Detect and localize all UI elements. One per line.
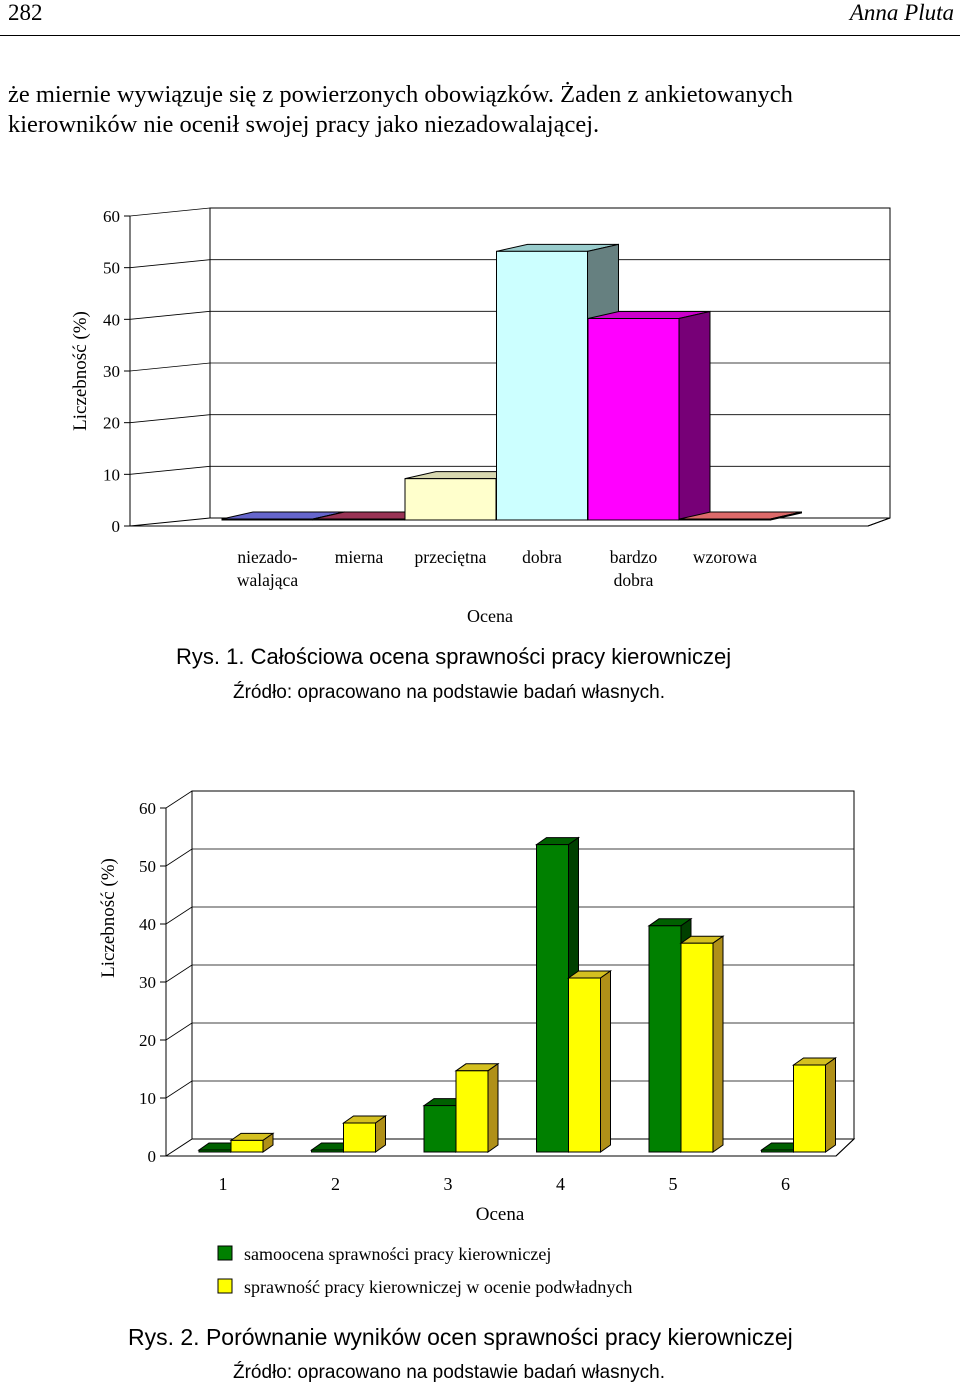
chart2-y-tick-label: 0 — [148, 1147, 157, 1166]
chart2-gridline-side — [165, 906, 193, 925]
chart1-y-tick-label: 20 — [103, 414, 120, 433]
chart2-gridline-side — [165, 848, 193, 867]
chart1-y-tick-label: 60 — [103, 207, 120, 226]
chart2-y-tick-label: 20 — [139, 1031, 156, 1050]
chart2-x-axis-label: Ocena — [476, 1204, 525, 1225]
header-rule — [0, 35, 960, 36]
chart1-x-tick-label: walająca — [237, 570, 298, 590]
chart1-gridline-side — [129, 465, 211, 475]
chart1-y-tick-label: 50 — [103, 259, 120, 278]
chart1-gridline-side — [129, 414, 211, 424]
chart1-bar-6 — [679, 518, 771, 521]
chart1-bar-3 — [404, 478, 497, 521]
chart2-y-axis-label: Liczebność (%) — [98, 858, 119, 978]
chart1-x-axis-label: Ocena — [467, 606, 513, 626]
chart2-gridline-side — [165, 790, 193, 809]
paragraph-line-2: kierowników nie ocenił swojej pracy jako… — [8, 111, 600, 138]
chart2-x-tick-label: 1 — [219, 1174, 228, 1194]
chart1-gridline-side — [129, 207, 211, 217]
chart2-bar-s2-4-side — [600, 970, 611, 1153]
chart2-bar-s1-5 — [648, 925, 682, 1153]
chart1-x-tick-label: przeciętna — [415, 547, 487, 567]
chart1-x-tick-label: bardzo — [610, 547, 658, 567]
chart2-bar-s2-3 — [455, 1070, 489, 1153]
chart2-y-tick-label: 50 — [139, 857, 156, 876]
paragraph-line-1: że miernie wywiązuje się z powierzonych … — [8, 81, 793, 108]
chart1-x-tick-label: mierna — [335, 547, 384, 567]
chart2-y-tick-label: 40 — [139, 915, 156, 934]
chart2-y-tick-label: 10 — [139, 1089, 156, 1108]
chart-comparison: 0 10 20 30 40 50 60 1 2 3 4 5 6 Ocena Liczebność (%) sa… — [98, 790, 856, 1297]
running-header-author: Anna Pluta — [849, 0, 954, 25]
chart1-gridline-side — [129, 259, 211, 269]
chart2-bar-s2-3-side — [487, 1062, 499, 1153]
chart2-bar-s2-5 — [680, 942, 714, 1153]
figure-1-caption: Rys. 1. Całościowa ocena sprawności prac… — [176, 644, 732, 669]
chart1-floor-edge — [867, 517, 891, 527]
chart1-x-tick-label: dobra — [614, 570, 654, 590]
figure-2-source: Źródło: opracowano na podstawie badań wł… — [233, 1362, 665, 1383]
chart1-bar-4 — [496, 250, 588, 521]
chart-overall-assessment: 0 10 20 30 40 50 60 niezado-walająca mierna przec… — [70, 207, 891, 626]
chart1-y-tick-label: 10 — [103, 465, 120, 484]
chart1-gridline-side — [129, 310, 211, 320]
chart2-legend-swatch-1 — [217, 1245, 233, 1261]
figure-1-source: Źródło: opracowano na podstawie badań wł… — [233, 682, 665, 703]
page-number: 282 — [8, 0, 43, 25]
chart2-bar-s2-2-side — [375, 1115, 386, 1153]
chart1-bar-5 — [587, 318, 680, 521]
chart2-y-tick-label: 30 — [139, 973, 156, 992]
chart2-gridline-side — [165, 964, 193, 983]
chart1-x-tick-label: wzorowa — [693, 547, 757, 567]
chart2-bar-s1-6 — [761, 1149, 794, 1153]
chart1-y-tick-label: 0 — [112, 517, 121, 536]
chart2-bar-s1-2 — [311, 1149, 344, 1153]
chart1-y-tick-label: 30 — [103, 362, 120, 381]
chart2-bar-s1-4 — [536, 844, 569, 1153]
figure-2-caption: Rys. 2. Porównanie wyników ocen sprawnoś… — [128, 1324, 793, 1350]
chart2-bar-s1-1 — [198, 1149, 232, 1153]
chart2-bar-s2-1 — [230, 1139, 264, 1153]
chart2-x-tick-label: 3 — [444, 1174, 453, 1194]
body-paragraph: że miernie wywiązuje się z powierzonych … — [8, 80, 958, 140]
chart2-bar-s2-6-side — [825, 1057, 836, 1153]
chart2-bar-s2-4 — [568, 977, 601, 1153]
chart1-gridline-side — [129, 362, 211, 372]
chart2-x-tick-label: 4 — [556, 1174, 565, 1194]
chart2-legend-label-2: sprawność pracy kierowniczej w ocenie po… — [244, 1277, 632, 1297]
chart2-floor-edge — [835, 1138, 855, 1157]
chart2-x-tick-label: 6 — [781, 1174, 790, 1194]
chart2-legend-label-1: samoocena sprawności pracy kierowniczej — [244, 1244, 551, 1264]
chart2-bar-s1-3 — [423, 1105, 457, 1153]
chart2-y-tick-label: 60 — [139, 799, 156, 818]
chart2-bar-s2-6 — [793, 1064, 826, 1153]
chart2-bar-s2-5-side — [712, 935, 724, 1153]
chart1-x-tick-label: dobra — [522, 547, 562, 567]
chart1-y-axis-label: Liczebność (%) — [70, 311, 91, 431]
chart2-gridline-side — [165, 1022, 193, 1041]
chart2-gridline-side — [165, 1080, 193, 1099]
chart2-x-tick-label: 2 — [331, 1174, 340, 1194]
chart2-legend-swatch-2 — [217, 1278, 233, 1294]
chart2-bar-s2-2 — [343, 1122, 376, 1153]
chart1-x-tick-label: niezado- — [237, 547, 297, 567]
chart1-y-tick-label: 40 — [103, 310, 120, 329]
chart2-x-tick-label: 5 — [669, 1174, 678, 1194]
